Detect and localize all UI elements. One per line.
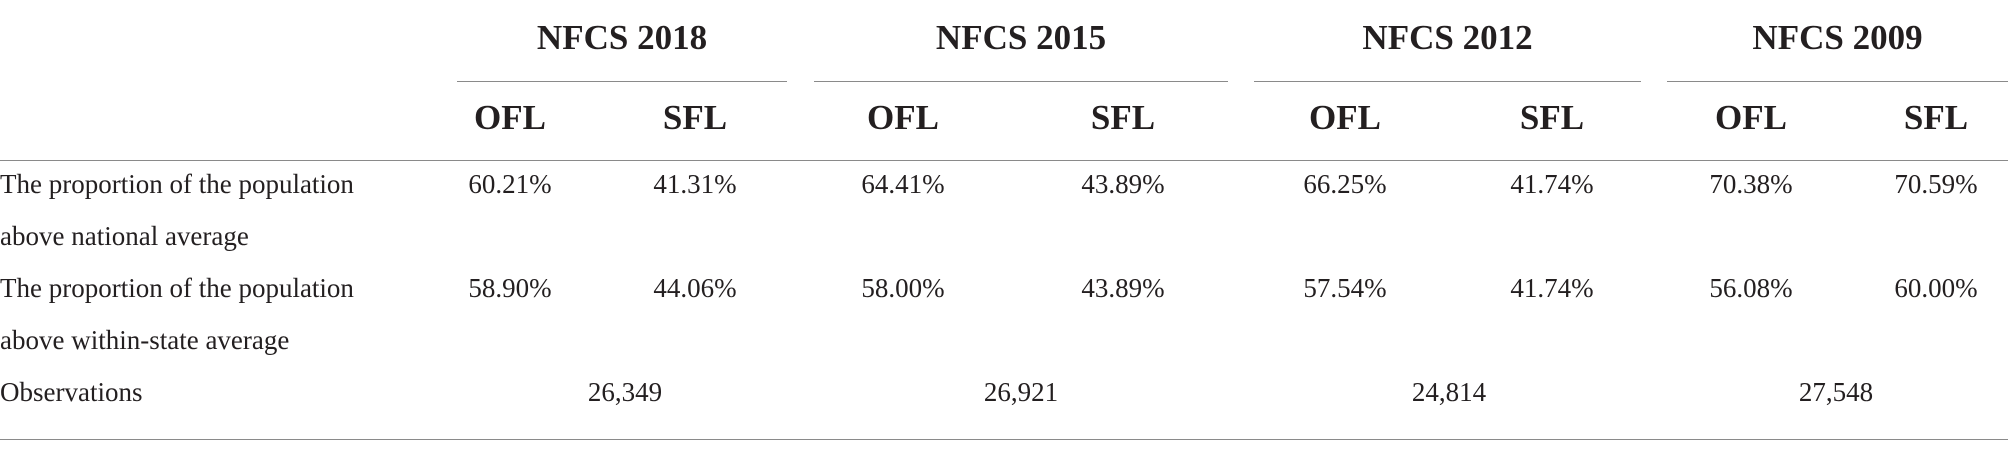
observations-cell: 27,548 <box>1798 377 1874 407</box>
table-cell: 64.41% <box>861 169 945 199</box>
group-rule-2009 <box>1667 81 2008 82</box>
col-header-2012-sfl: SFL <box>1519 98 1585 137</box>
table-cell: 41.74% <box>1510 169 1594 199</box>
table-cell: 43.89% <box>1081 169 1165 199</box>
row-label-national: The proportion of the population above n… <box>0 169 354 251</box>
observations-cell: 24,814 <box>1411 377 1487 407</box>
observations-cell: 26,349 <box>587 377 663 407</box>
col-header-2018-ofl: OFL <box>474 98 546 137</box>
bottom-rule <box>0 439 2008 440</box>
table-cell: 60.21% <box>468 169 552 199</box>
table-cell: 58.90% <box>468 273 552 303</box>
col-header-2009-ofl: OFL <box>1715 98 1787 137</box>
table-cell: 58.00% <box>861 273 945 303</box>
group-title-2012: NFCS 2012 <box>1362 18 1533 57</box>
col-header-2015-ofl: OFL <box>867 98 939 137</box>
col-header-2009-sfl: SFL <box>1903 98 1969 137</box>
table-cell: 41.74% <box>1510 273 1594 303</box>
table-cell: 70.38% <box>1709 169 1793 199</box>
table-cell: 70.59% <box>1894 169 1978 199</box>
group-rule-2018 <box>457 81 787 82</box>
group-title-2009: NFCS 2009 <box>1752 18 1923 57</box>
col-header-2012-ofl: OFL <box>1309 98 1381 137</box>
header-rule <box>0 160 2008 161</box>
table-cell: 41.31% <box>653 169 737 199</box>
group-rule-2015 <box>814 81 1228 82</box>
table-cell: 57.54% <box>1303 273 1387 303</box>
row-label-observations: Observations <box>0 377 143 407</box>
row-label-within-state: The proportion of the population above w… <box>0 273 354 355</box>
table-cell: 43.89% <box>1081 273 1165 303</box>
table-cell: 56.08% <box>1709 273 1793 303</box>
group-rule-2012 <box>1254 81 1641 82</box>
observations-cell: 26,921 <box>983 377 1059 407</box>
col-header-2015-sfl: SFL <box>1090 98 1156 137</box>
col-header-2018-sfl: SFL <box>662 98 728 137</box>
table-cell: 66.25% <box>1303 169 1387 199</box>
table-cell: 44.06% <box>653 273 737 303</box>
group-title-2018: NFCS 2018 <box>536 18 708 57</box>
group-title-2015: NFCS 2015 <box>935 18 1107 57</box>
table-cell: 60.00% <box>1894 273 1978 303</box>
